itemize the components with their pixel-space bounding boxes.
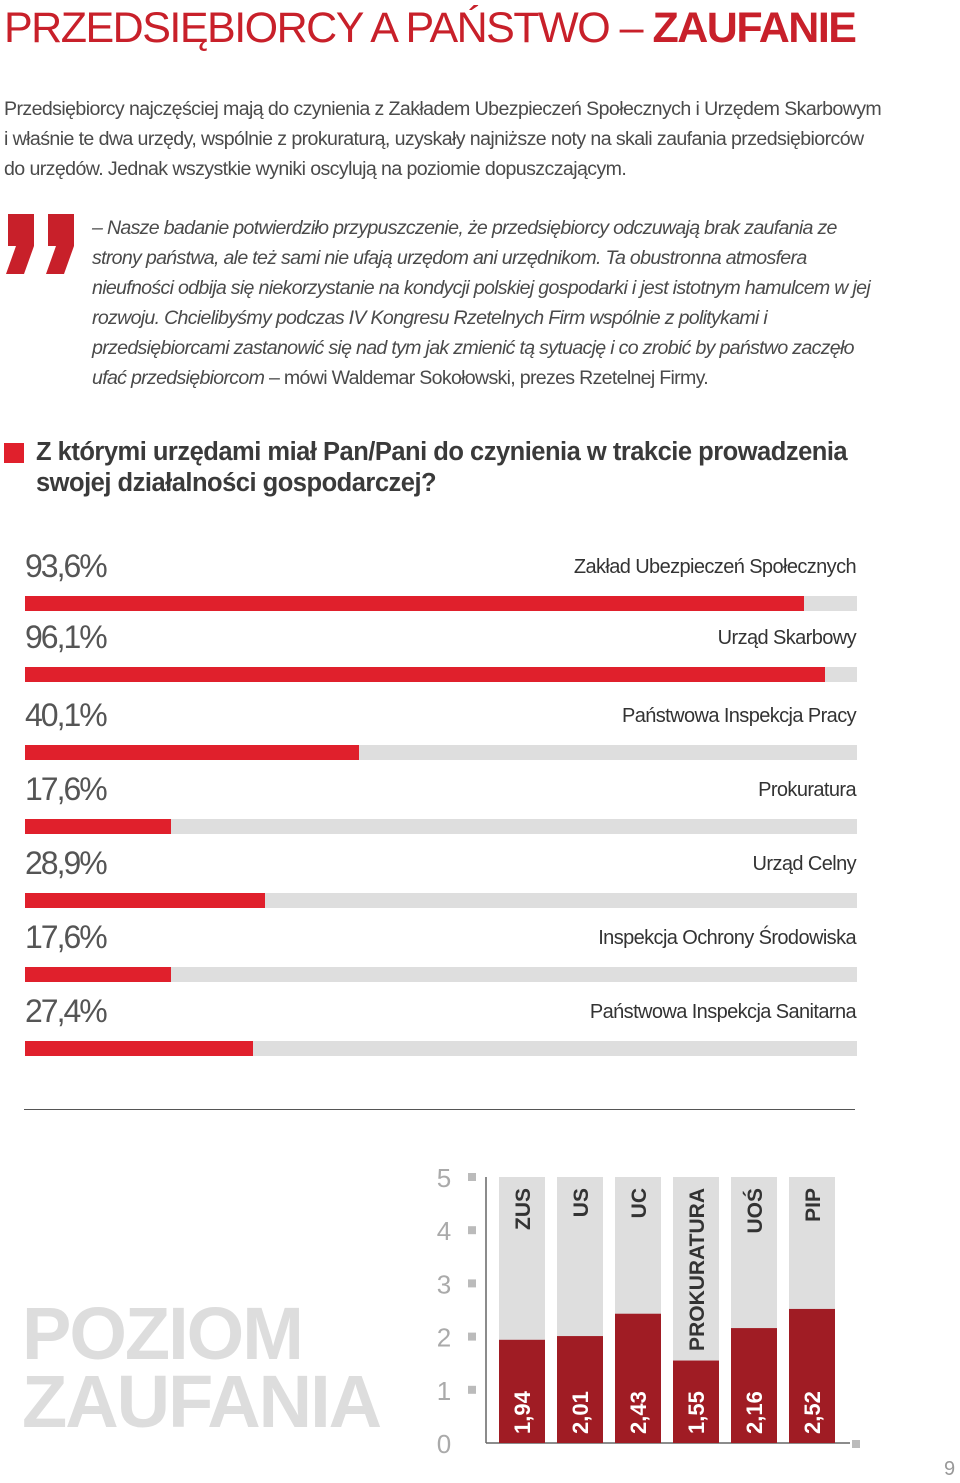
bar-value-label: 28,9%	[25, 845, 108, 881]
bar-value-label: 2,01	[568, 1391, 593, 1434]
y-tick-label: 3	[437, 1269, 451, 1299]
bar	[25, 745, 359, 760]
quote-text: – Nasze badanie potwierdziło przypuszcze…	[92, 217, 871, 389]
y-tick-marker	[468, 1279, 476, 1288]
bar-category-label: UOŚ	[743, 1188, 767, 1234]
bar-value-label: 17,6%	[25, 919, 108, 955]
bar-category-label: Prokuratura	[758, 779, 857, 801]
bar	[25, 1041, 253, 1056]
bar-category-label: Urząd Celny	[752, 853, 857, 875]
y-tick-marker	[468, 1173, 476, 1181]
bar	[731, 1328, 777, 1443]
bar-value-label: 2,52	[800, 1391, 825, 1434]
bar	[25, 596, 804, 611]
bar-row: 96,1% Urząd Skarbowy	[25, 619, 857, 682]
quote-mark-icon	[6, 214, 74, 274]
bar-track	[25, 893, 857, 908]
bar-value-label: 40,1%	[25, 697, 108, 733]
bar-value-label: 1,94	[510, 1390, 535, 1434]
bar-track	[25, 1041, 857, 1056]
trust-heading-line2: ZAUFANIA	[22, 1360, 382, 1443]
bar-category-label: Inspekcja Ochrony Środowiska	[598, 927, 856, 949]
bar	[789, 1308, 835, 1443]
bar-row: 93,6% Zakład Ubezpieczeń Społecznych	[25, 548, 857, 611]
bar-category-label: PIP	[802, 1188, 825, 1222]
bar-category-label: UC	[628, 1188, 651, 1218]
bar-category-label: US	[570, 1188, 593, 1217]
bar	[25, 819, 172, 834]
bar-row: 40,1% Państwowa Inspekcja Pracy	[25, 697, 857, 760]
bar-track	[25, 667, 857, 682]
bar	[25, 893, 266, 908]
y-tick-marker	[468, 1332, 476, 1341]
question-marker	[4, 443, 24, 463]
axis-end-marker	[852, 1440, 860, 1448]
bar	[25, 967, 172, 982]
bar-row: 17,6% Inspekcja Ochrony Środowiska	[25, 919, 857, 982]
bar-track	[25, 819, 857, 834]
bar-row: 28,9% Urząd Celny	[25, 845, 857, 908]
title-accent: ZAUFANIE	[652, 4, 857, 52]
bar-category-label: Państwowa Inspekcja Pracy	[621, 705, 857, 727]
bar	[615, 1313, 661, 1443]
bar-category-label: Urząd Skarbowy	[717, 627, 857, 649]
title-main: PRZEDSIĘBIORCY A PAŃSTWO –	[4, 4, 653, 52]
y-tick-label: 4	[437, 1216, 451, 1246]
bar	[557, 1336, 603, 1443]
bar-value-label: 17,6%	[25, 771, 108, 807]
survey-question: Z którymi urzędami miał Pan/Pani do czyn…	[36, 438, 848, 497]
bar	[673, 1360, 719, 1443]
bar-value-label: 1,55	[684, 1391, 709, 1434]
bar-value-label: 2,16	[742, 1391, 767, 1434]
y-tick-marker	[468, 1385, 476, 1394]
bar-track	[25, 745, 857, 760]
bar-category-label: PROKURATURA	[686, 1188, 709, 1351]
bar-category-label: ZUS	[512, 1188, 535, 1230]
quote-attribution: – mówi Waldemar Sokołowski, prezes Rzete…	[264, 367, 709, 389]
intro-paragraph: Przedsiębiorcy najczęściej mają do czyni…	[4, 98, 882, 180]
bar-value-label: 2,43	[626, 1391, 651, 1434]
page-title: PRZEDSIĘBIORCY A PAŃSTWO – ZAUFANIE	[4, 4, 857, 53]
y-tick-marker	[468, 1226, 476, 1235]
bar-value-label: 93,6%	[25, 548, 108, 584]
y-tick-label: 5	[437, 1163, 451, 1193]
y-tick-label: 1	[437, 1376, 451, 1406]
bar	[25, 667, 825, 682]
bar-track	[25, 596, 857, 611]
bar-category-label: Państwowa Inspekcja Sanitarna	[589, 1001, 857, 1023]
trust-level-heading: POZIOM ZAUFANIA	[22, 1297, 382, 1439]
y-tick-label: 2	[437, 1323, 451, 1353]
quote-block: – Nasze badanie potwierdziło przypuszcze…	[92, 213, 884, 393]
bar	[499, 1339, 545, 1443]
section-divider	[24, 1109, 855, 1110]
bar-category-label: Zakład Ubezpieczeń Społecznych	[573, 556, 857, 578]
bar-row: 17,6% Prokuratura	[25, 771, 857, 834]
trust-heading-line1: POZIOM	[22, 1292, 304, 1375]
y-tick-label: 0	[437, 1429, 451, 1459]
bar-track	[25, 967, 857, 982]
trust-level-chart: 0 1 2 3 4 5 ZUS 1,94 US 2,01 UC 2,43 PROKURATURA 1,55…	[437, 1163, 860, 1459]
bar-row: 27,4% Państwowa Inspekcja Sanitarna	[25, 993, 857, 1056]
bar-value-label: 27,4%	[25, 993, 108, 1029]
bar-value-label: 96,1%	[25, 619, 108, 655]
page-number: 9	[944, 1458, 956, 1480]
